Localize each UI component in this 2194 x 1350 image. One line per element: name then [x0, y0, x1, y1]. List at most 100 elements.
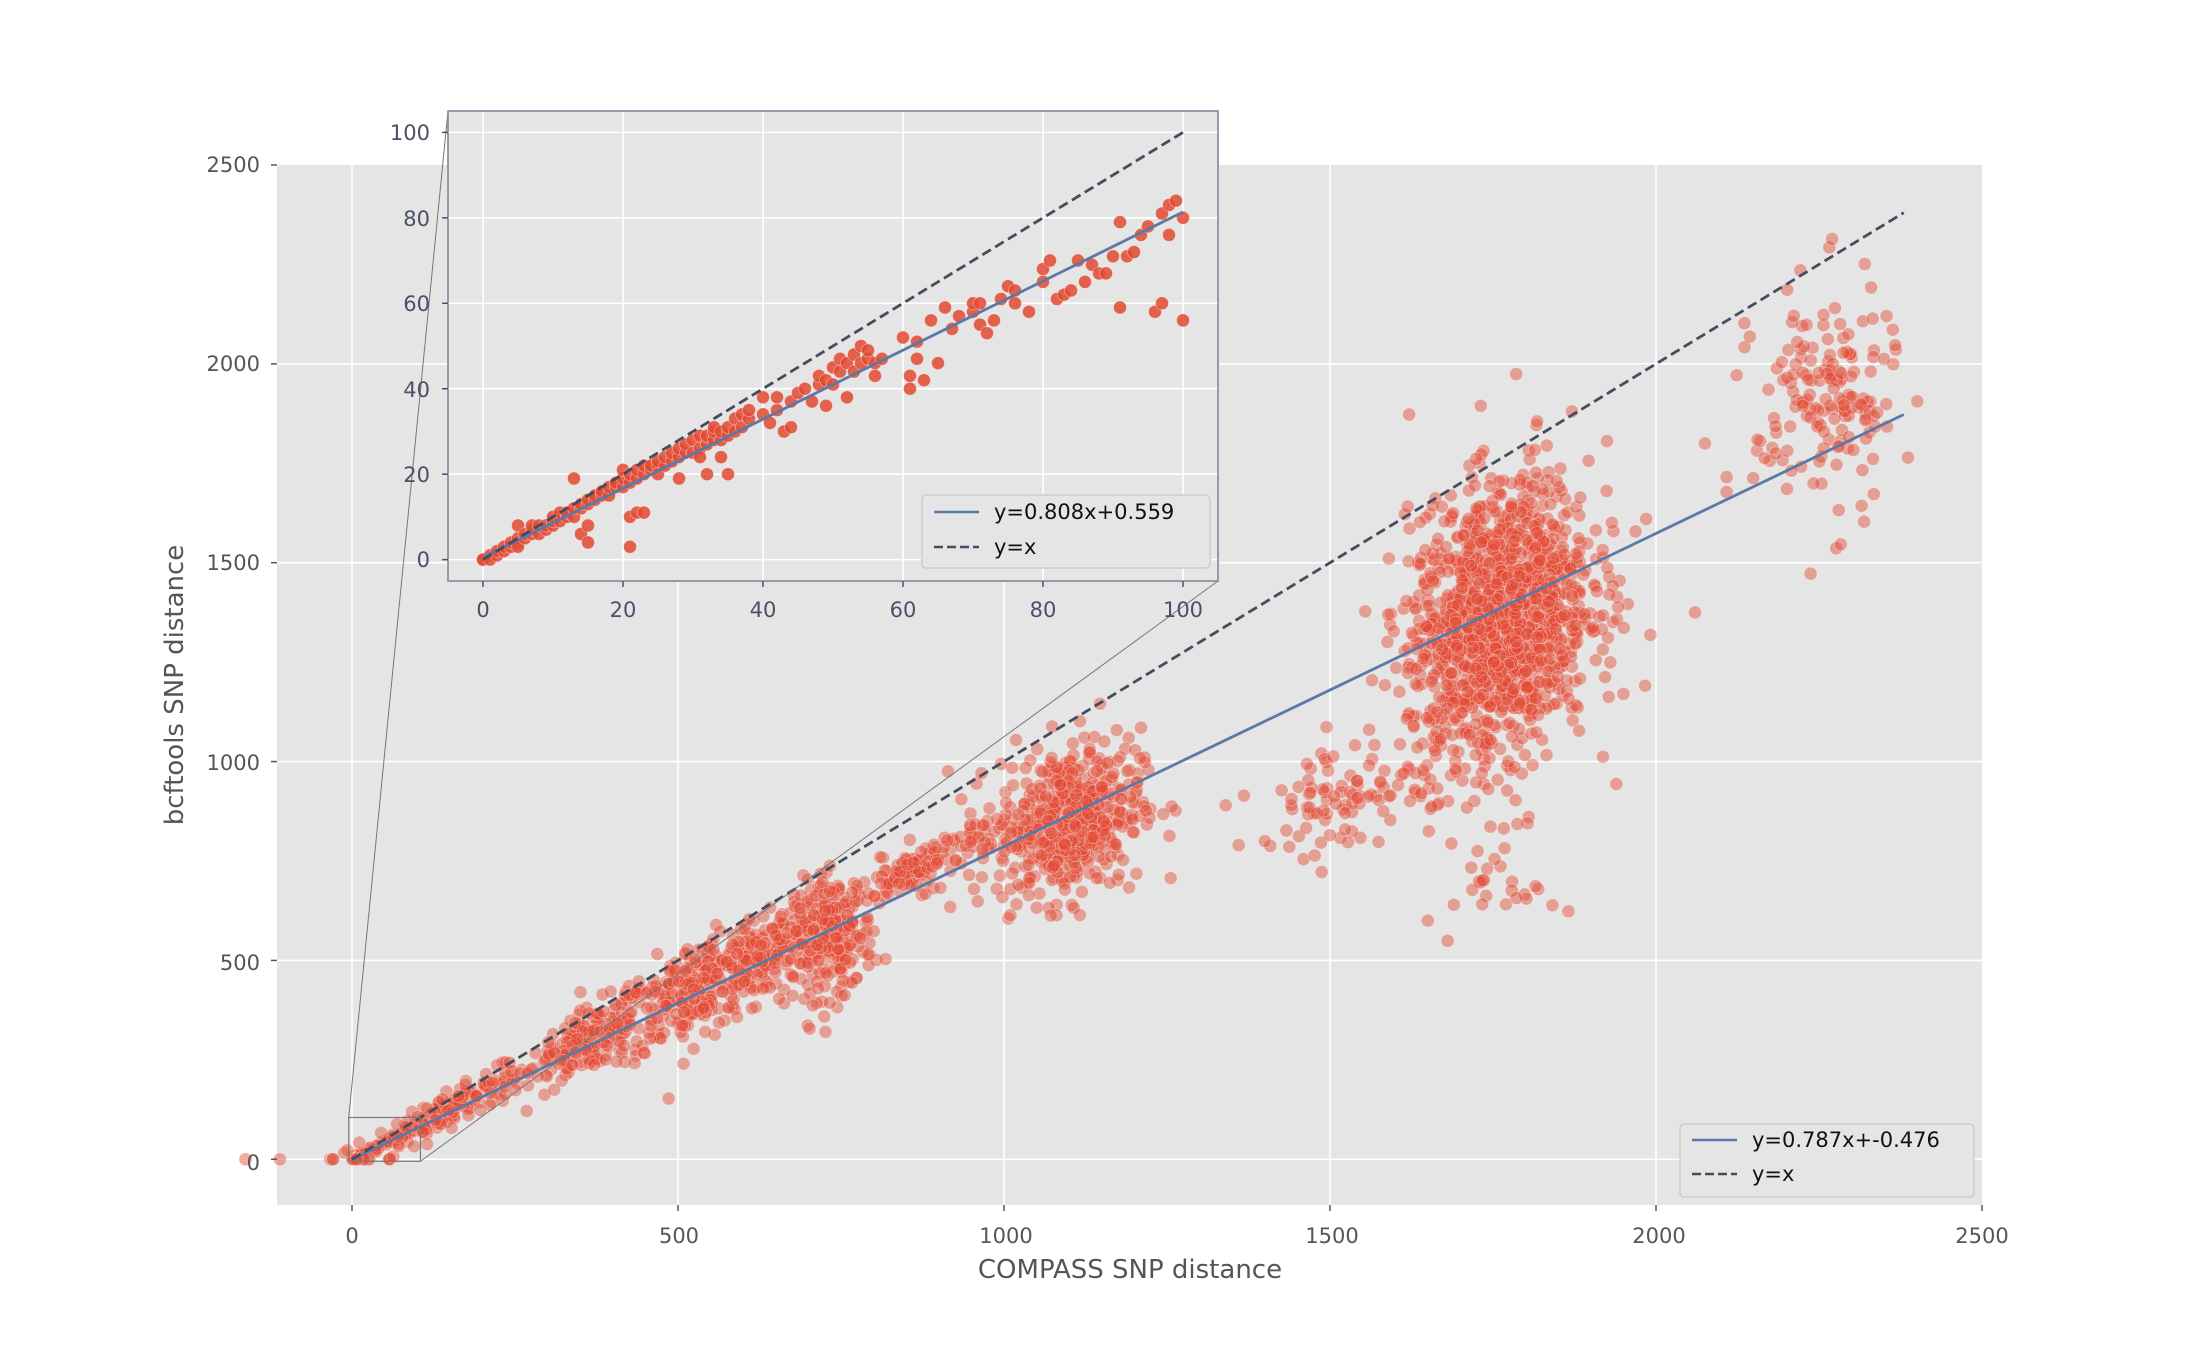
main-data-point [677, 977, 692, 992]
main-data-point [697, 975, 712, 989]
main-data-point [929, 857, 944, 871]
main-data-point [340, 1143, 355, 1158]
main-data-point [1033, 854, 1048, 869]
main-data-point [1854, 498, 1869, 513]
main-data-point [768, 928, 783, 943]
main-data-point [1066, 826, 1080, 841]
main-data-point [822, 950, 836, 965]
main-data-point [1470, 592, 1485, 606]
main-data-point [803, 897, 818, 912]
main-data-point [736, 984, 751, 999]
main-data-point [570, 1031, 584, 1046]
main-data-point [1060, 791, 1074, 806]
inset-data-point [938, 300, 952, 315]
main-data-point [1588, 523, 1603, 538]
main-data-point [1098, 819, 1113, 834]
main-data-point [866, 924, 881, 939]
main-data-point [700, 961, 715, 976]
main-data-point [902, 864, 917, 879]
main-data-point [859, 924, 874, 939]
main-data-point [1806, 476, 1821, 491]
main-data-point [953, 830, 968, 844]
main-data-point [857, 875, 872, 890]
main-data-point [842, 938, 857, 952]
main-data-point [374, 1126, 389, 1140]
main-data-point [1492, 474, 1507, 489]
main-data-point [573, 985, 588, 999]
main-data-point [1519, 533, 1534, 547]
main-data-point [1011, 807, 1026, 822]
main-data-point [719, 954, 733, 968]
inset-ytick-label: 80 [403, 207, 430, 231]
inset-data-point [672, 471, 686, 486]
main-data-point [701, 971, 715, 986]
main-data-point [1485, 493, 1500, 508]
main-data-point [804, 892, 819, 907]
main-data-point [815, 912, 830, 927]
main-data-point [1455, 581, 1469, 595]
main-data-point [1027, 869, 1042, 884]
main-data-point [1545, 898, 1560, 913]
inset-legend: y=0.808x+0.559 y=x [921, 494, 1211, 569]
main-data-point [1367, 738, 1382, 752]
main-data-point [738, 952, 753, 967]
main-data-point [1050, 796, 1065, 811]
main-data-point [323, 1152, 338, 1167]
main-data-point [858, 915, 873, 930]
main-data-point [814, 941, 828, 955]
main-data-point [1025, 851, 1040, 866]
main-data-point [726, 1000, 740, 1014]
main-data-point [1376, 804, 1391, 819]
main-data-point [877, 888, 891, 903]
main-data-point [1396, 766, 1411, 781]
main-data-point [769, 927, 783, 942]
main-data-point [1066, 869, 1081, 884]
main-data-point [1901, 450, 1915, 465]
main-data-point [1058, 837, 1072, 852]
main-data-point [804, 955, 819, 970]
main-data-point [981, 832, 996, 846]
main-data-point [589, 1012, 604, 1027]
main-data-point [742, 926, 757, 941]
main-data-point [678, 1018, 692, 1033]
main-data-point [1111, 848, 1125, 862]
main-data-point [1058, 882, 1072, 897]
main-data-point [484, 1094, 499, 1109]
main-data-point [558, 1060, 573, 1075]
main-data-point [662, 964, 677, 978]
main-data-point [1257, 834, 1272, 848]
main-data-point [783, 950, 798, 965]
main-data-point [613, 1044, 627, 1059]
main-data-point [1126, 825, 1140, 839]
inset-data-point [1176, 313, 1190, 328]
main-data-point [1520, 680, 1535, 694]
main-data-point [738, 943, 753, 958]
main-data-point [845, 899, 860, 914]
main-data-point [1405, 626, 1419, 640]
main-data-point [909, 867, 923, 882]
main-data-point [1049, 760, 1063, 774]
inset-data-point [1113, 300, 1127, 315]
main-data-point [725, 982, 739, 996]
main-data-point [946, 831, 961, 846]
inset-data-point [742, 403, 756, 418]
inset-data-point [1162, 227, 1176, 242]
main-data-point [1095, 826, 1110, 840]
main-data-point [574, 1058, 589, 1073]
main-data-point [631, 974, 646, 989]
main-data-point [1472, 576, 1487, 591]
main-data-point [937, 830, 952, 845]
main-data-point [828, 900, 842, 915]
main-data-point [1059, 841, 1074, 856]
main-data-point [1086, 817, 1101, 831]
main-data-point [607, 1002, 621, 1017]
main-data-point [735, 934, 750, 949]
main-data-point [928, 853, 943, 868]
main-data-point [1022, 787, 1037, 802]
main-data-point [775, 907, 789, 922]
main-data-point [903, 852, 918, 867]
main-data-point [705, 961, 720, 976]
main-data-point [547, 1045, 561, 1060]
main-data-point [917, 859, 931, 874]
main-data-point [789, 924, 804, 938]
